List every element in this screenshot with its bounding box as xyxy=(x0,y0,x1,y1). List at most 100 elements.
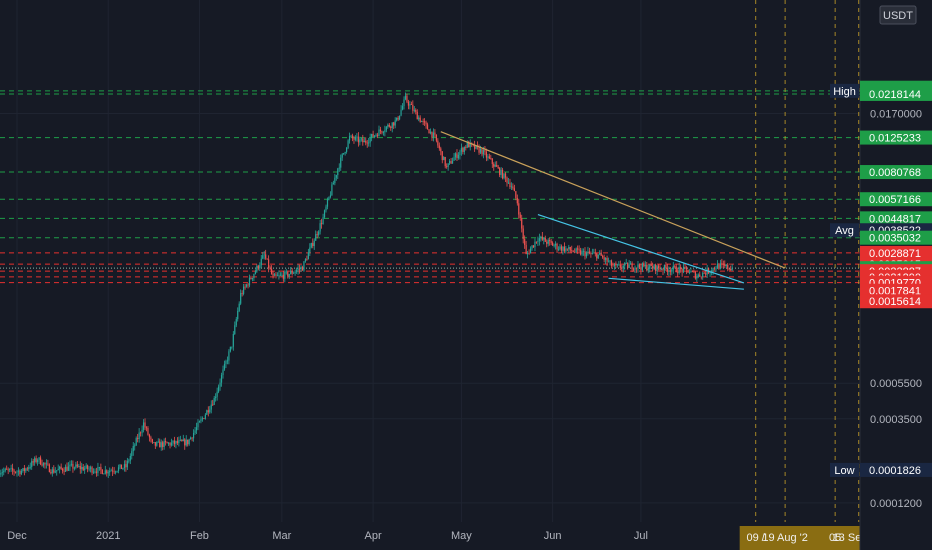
candle-body xyxy=(7,469,9,471)
candle-body xyxy=(401,106,404,110)
trendline[interactable] xyxy=(440,131,786,269)
candle-body xyxy=(403,99,405,107)
candle-body xyxy=(419,117,421,122)
candle-body xyxy=(298,268,301,270)
candle-body xyxy=(638,264,641,268)
candle-body xyxy=(659,268,661,270)
candle-body xyxy=(156,442,158,446)
candle-body xyxy=(82,467,84,471)
candle-body xyxy=(421,121,423,122)
candle-body xyxy=(416,111,418,120)
candle-body xyxy=(335,175,337,178)
trendline[interactable] xyxy=(537,214,745,284)
candle-body xyxy=(407,101,410,106)
candle-body xyxy=(284,271,286,279)
candle-body xyxy=(668,270,670,272)
candle-body xyxy=(574,251,576,253)
candle-body xyxy=(431,131,433,138)
candle-body xyxy=(192,433,195,439)
candle-body xyxy=(684,266,686,268)
candle-body xyxy=(599,252,601,255)
candle-body xyxy=(590,253,592,255)
candle-body xyxy=(248,277,251,286)
candle-body xyxy=(313,240,315,246)
future-date-label: 09 / xyxy=(747,532,766,544)
candle-body xyxy=(10,468,12,469)
candle-body xyxy=(163,440,165,447)
candle-body xyxy=(468,141,470,148)
candle-body xyxy=(669,270,671,272)
candle-body xyxy=(387,124,389,127)
candle-body xyxy=(703,272,705,274)
candle-body xyxy=(190,437,192,440)
candle-body xyxy=(453,157,455,161)
candle-body xyxy=(503,173,505,179)
trendline[interactable] xyxy=(608,277,744,290)
candle-body xyxy=(232,333,234,347)
symbol-label: USDT xyxy=(883,10,913,22)
candle-body xyxy=(397,117,399,120)
candle-body xyxy=(347,140,349,148)
price-label-value: 0.0015614 xyxy=(869,296,921,308)
candle-body xyxy=(666,268,669,272)
candle-body xyxy=(547,239,549,244)
candle-body xyxy=(730,269,732,271)
x-tick-label: 2021 xyxy=(96,530,120,542)
candle-body xyxy=(585,252,588,257)
candle-body xyxy=(32,461,34,463)
candle-body xyxy=(528,252,530,254)
candle-body xyxy=(198,421,201,423)
candle-body xyxy=(59,466,61,469)
future-date-lines xyxy=(755,0,860,522)
candle-body xyxy=(162,442,164,447)
candle-body xyxy=(285,271,287,273)
candle-body xyxy=(159,441,161,448)
candle-body xyxy=(172,440,174,443)
candle-body xyxy=(728,268,730,270)
candle-body xyxy=(181,439,183,442)
candle-body xyxy=(678,267,680,274)
price-label-badge xyxy=(860,165,932,180)
candle-body xyxy=(287,271,289,277)
candle-body xyxy=(646,264,648,271)
candle-body xyxy=(410,104,412,106)
price-label-badge xyxy=(860,245,932,260)
candle-body xyxy=(257,265,259,269)
future-date-label: 05 xyxy=(829,532,841,544)
candle-body xyxy=(400,109,402,116)
candle-body xyxy=(554,243,557,246)
candle-body xyxy=(449,161,451,164)
candle-body xyxy=(195,427,198,431)
horizontal-levels xyxy=(0,90,860,284)
candle-body xyxy=(234,325,236,334)
trendlines[interactable] xyxy=(440,131,786,290)
candle-body xyxy=(718,263,720,269)
symbol-badge[interactable]: USDT xyxy=(879,5,917,25)
candle-body xyxy=(454,153,457,158)
symbol-badge-box[interactable] xyxy=(879,5,917,25)
candle-body xyxy=(415,109,417,112)
candle-body xyxy=(622,265,624,269)
candle-body xyxy=(693,271,695,273)
candle-body xyxy=(509,182,511,188)
candle-body xyxy=(57,468,59,471)
candle-body xyxy=(98,467,101,468)
candle-body xyxy=(309,247,311,253)
candle-body xyxy=(266,258,268,260)
candle-body xyxy=(365,140,367,143)
x-tick-label: May xyxy=(451,530,472,542)
candle-body xyxy=(550,241,552,243)
candle-body xyxy=(519,214,521,219)
candle-body xyxy=(306,259,308,260)
candle-body xyxy=(647,268,649,271)
candle-body xyxy=(235,319,237,326)
price-tag-label: Low xyxy=(834,465,854,477)
candle-body xyxy=(179,439,181,441)
candle-body xyxy=(497,166,499,169)
candle-body xyxy=(524,238,526,246)
candle-body xyxy=(675,266,677,273)
candle-body xyxy=(687,269,689,273)
y-tick-label: 0.0001200 xyxy=(870,498,922,510)
